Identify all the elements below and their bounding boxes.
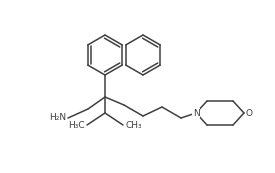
Text: H₂N: H₂N [49,113,66,122]
Text: CH₃: CH₃ [125,121,142,130]
Text: O: O [246,108,253,117]
Text: H₃C: H₃C [68,121,85,130]
Text: N: N [192,108,199,117]
